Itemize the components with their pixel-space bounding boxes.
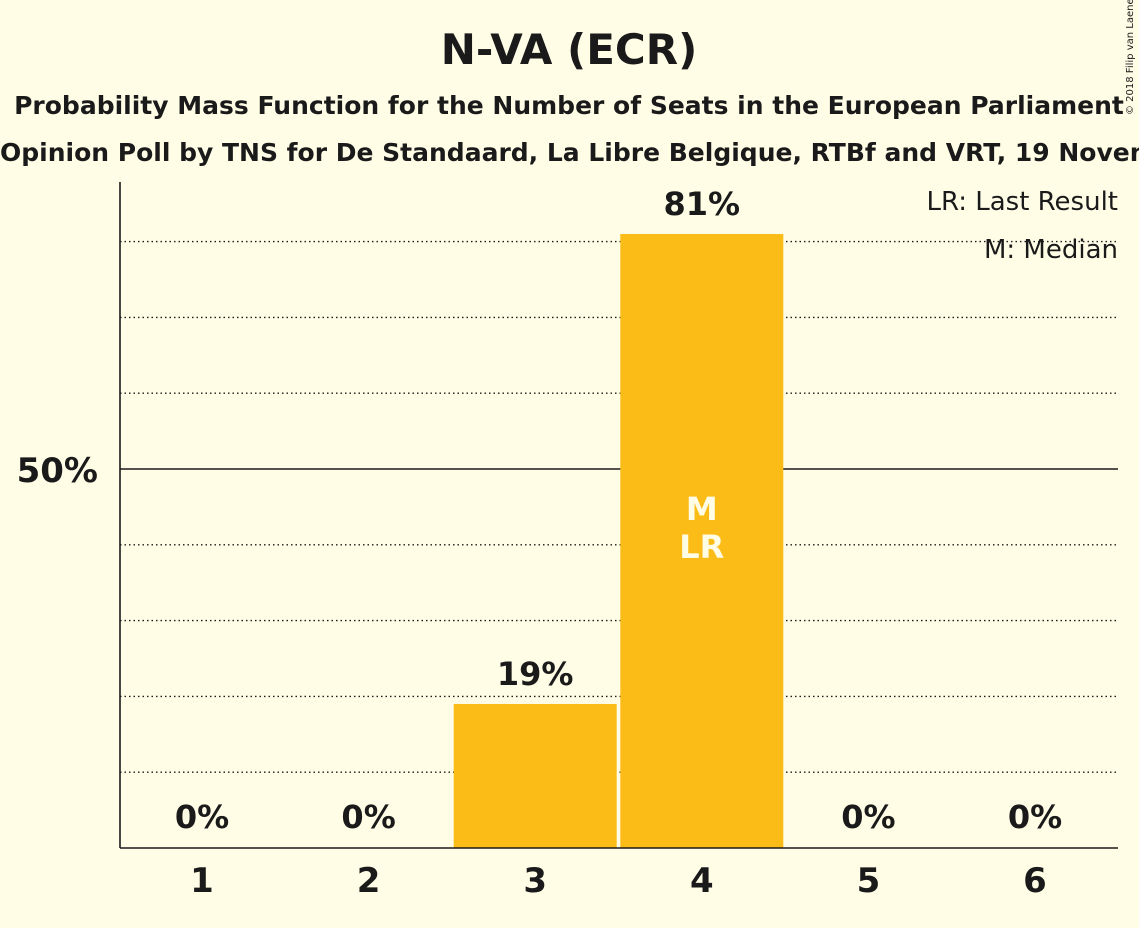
bar-annotation: M (686, 490, 718, 528)
chart-subtitle: Probability Mass Function for the Number… (14, 91, 1124, 120)
data-label: 81% (664, 185, 741, 223)
data-label: 19% (497, 655, 574, 693)
chart-subtitle-poll: Opinion Poll by TNS for De Standaard, La… (0, 138, 1139, 167)
bar (453, 703, 617, 848)
bar (620, 234, 784, 848)
data-label: 0% (1008, 798, 1062, 836)
data-label: 0% (841, 798, 895, 836)
x-tick-label: 1 (190, 861, 214, 901)
copyright-text: © 2018 Filip van Laenen (1125, 0, 1136, 115)
x-tick-label: 6 (1023, 861, 1047, 901)
x-tick-label: 3 (523, 861, 547, 901)
data-label: 0% (341, 798, 395, 836)
x-tick-label: 5 (857, 861, 881, 901)
data-label: 0% (175, 798, 229, 836)
x-tick-label: 4 (690, 861, 714, 901)
y-tick-label: 50% (17, 451, 98, 491)
x-tick-label: 2 (357, 861, 381, 901)
legend-entry: M: Median (984, 235, 1118, 265)
chart-title: N-VA (ECR) (441, 25, 698, 74)
legend-entry: LR: Last Result (926, 187, 1118, 217)
bar-annotation: LR (679, 528, 724, 566)
